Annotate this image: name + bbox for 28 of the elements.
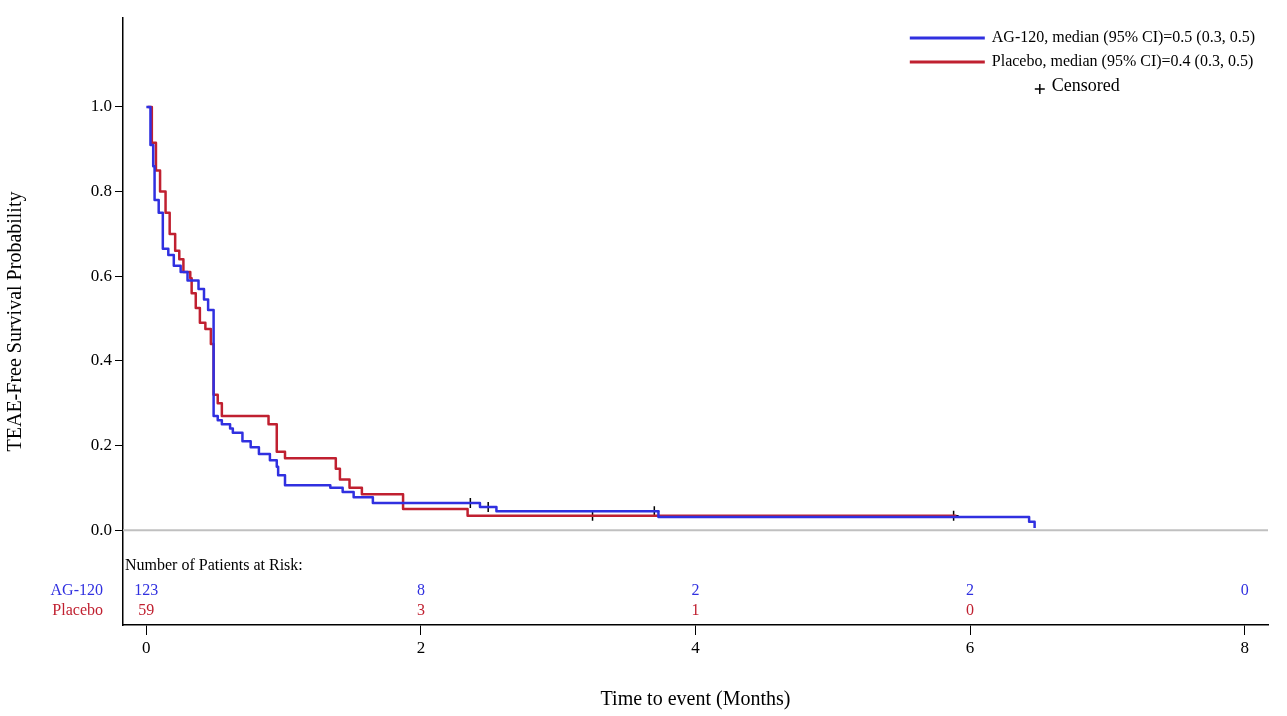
annotation: 2: [966, 581, 975, 599]
y-tick-label: 1.0: [90, 96, 112, 116]
y-tick-label: 0.6: [90, 265, 112, 285]
legend-label: AG-120, median (95% CI)=0.5 (0.3, 0.5): [991, 28, 1256, 47]
x-tick-label: 2: [416, 637, 426, 657]
x-tick-label: 8: [1240, 637, 1249, 657]
x-tick-label: 4: [691, 637, 701, 657]
x-tick-label: 6: [965, 637, 975, 657]
legend-label: Censored: [1051, 74, 1120, 95]
text: Placebo: [52, 601, 103, 619]
annotation: Number of Patients at Risk:: [125, 556, 303, 574]
annotation: 0: [966, 601, 975, 619]
y-tick-label: 0.8: [90, 181, 112, 201]
y-tick-label: 0.2: [90, 434, 112, 454]
y-tick-label: 0.4: [90, 350, 113, 370]
x-axis-title: Time to event (Months): [600, 687, 791, 711]
annotation: 0: [1240, 581, 1249, 599]
annotation: 123: [134, 581, 159, 599]
y-tick-label: 0.0: [90, 519, 112, 539]
y-axis-title: TEAE-Free Survival Probability: [3, 191, 27, 452]
annotation: 1: [691, 601, 700, 619]
annotation: 3: [416, 601, 425, 619]
x-tick-label: 0: [142, 637, 151, 657]
legend-label: Placebo, median (95% CI)=0.4 (0.3, 0.5): [991, 52, 1254, 71]
annotation: 59: [138, 601, 155, 619]
annotation: 8: [416, 581, 425, 599]
annotation: 2: [691, 581, 700, 599]
text: AG-120: [50, 581, 103, 599]
